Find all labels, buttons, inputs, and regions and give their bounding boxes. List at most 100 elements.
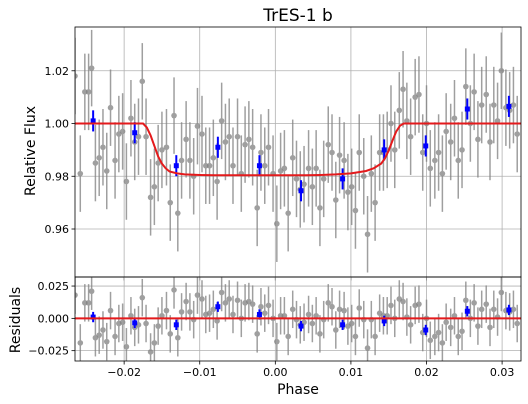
data-point xyxy=(475,101,481,178)
y-tick-label: 0.96 xyxy=(45,223,70,236)
data-marker xyxy=(222,300,229,306)
data-marker xyxy=(490,306,497,313)
data-point xyxy=(439,135,446,212)
data-point xyxy=(455,317,462,356)
data-marker xyxy=(459,147,465,153)
data-marker xyxy=(487,139,493,145)
data-point xyxy=(317,169,323,247)
data-point xyxy=(112,122,118,199)
data-marker xyxy=(242,141,248,148)
plot-area xyxy=(75,277,521,361)
data-marker xyxy=(155,160,161,166)
data-marker xyxy=(443,319,449,326)
data-marker xyxy=(258,149,264,156)
binned-point xyxy=(464,306,470,317)
data-marker xyxy=(384,312,391,319)
residuals-axis-label: Residuals xyxy=(8,287,24,353)
y-tick-label: −0.025 xyxy=(28,345,69,358)
data-point xyxy=(360,300,367,339)
data-point xyxy=(226,98,233,175)
data-marker xyxy=(254,205,260,211)
data-point xyxy=(77,135,84,212)
data-point xyxy=(171,77,177,154)
data-marker xyxy=(199,296,205,302)
data-marker xyxy=(159,147,165,153)
data-marker xyxy=(325,300,332,306)
data-point xyxy=(332,311,339,349)
data-point xyxy=(163,109,170,186)
data-point xyxy=(155,307,161,345)
data-marker xyxy=(289,306,296,313)
data-point xyxy=(242,106,248,183)
data-marker xyxy=(329,303,335,310)
data-marker xyxy=(183,298,189,305)
data-point xyxy=(416,56,422,133)
phase-axis-label: Phase xyxy=(277,382,319,398)
data-marker xyxy=(490,102,497,108)
data-marker xyxy=(214,178,220,185)
data-marker xyxy=(107,307,114,314)
data-point xyxy=(85,284,92,322)
data-point xyxy=(187,293,193,331)
data-marker xyxy=(163,144,170,151)
data-point xyxy=(230,127,236,204)
data-point xyxy=(384,297,391,335)
data-marker xyxy=(96,155,102,161)
binned-marker xyxy=(215,304,221,310)
data-point xyxy=(285,317,291,356)
binned-point xyxy=(506,95,512,117)
data-point xyxy=(447,103,454,181)
data-point xyxy=(226,280,233,318)
data-point xyxy=(364,196,371,273)
binned-point xyxy=(340,168,346,190)
data-point xyxy=(261,127,268,204)
data-point xyxy=(274,185,280,262)
data-marker xyxy=(112,333,118,340)
data-point xyxy=(514,304,521,343)
data-point xyxy=(155,124,161,202)
data-marker xyxy=(360,173,367,180)
data-point xyxy=(222,284,229,322)
data-point xyxy=(356,289,363,327)
data-marker xyxy=(147,194,154,201)
data-point xyxy=(510,66,517,144)
binned-point xyxy=(215,301,221,312)
data-point xyxy=(151,324,158,361)
data-marker xyxy=(432,157,438,164)
data-marker xyxy=(167,331,174,337)
data-point xyxy=(128,297,134,335)
data-point xyxy=(258,287,264,326)
data-marker xyxy=(305,165,312,172)
binned-marker xyxy=(423,143,429,149)
data-point xyxy=(494,298,501,336)
binned-marker xyxy=(173,322,179,328)
data-marker xyxy=(447,324,454,331)
data-point xyxy=(345,307,351,345)
binned-point xyxy=(423,324,429,336)
data-marker xyxy=(230,162,236,169)
data-marker xyxy=(364,345,371,351)
data-point xyxy=(490,66,497,144)
data-point xyxy=(329,287,335,326)
data-marker xyxy=(352,207,359,214)
data-marker xyxy=(427,165,434,172)
data-marker xyxy=(123,178,130,185)
data-point xyxy=(103,322,110,361)
data-marker xyxy=(451,312,458,319)
data-point xyxy=(368,135,375,212)
data-marker xyxy=(478,306,485,313)
binned-marker xyxy=(90,118,96,124)
data-point xyxy=(514,95,521,173)
data-marker xyxy=(435,329,442,336)
data-point xyxy=(404,82,410,160)
data-point xyxy=(336,116,343,194)
data-point xyxy=(96,119,102,197)
binned-marker xyxy=(90,314,96,320)
data-marker xyxy=(155,323,161,329)
binned-point xyxy=(215,136,221,158)
binned-point xyxy=(90,110,96,132)
data-point xyxy=(498,32,505,110)
data-marker xyxy=(107,104,114,111)
data-point xyxy=(222,103,229,181)
data-point xyxy=(510,290,517,329)
